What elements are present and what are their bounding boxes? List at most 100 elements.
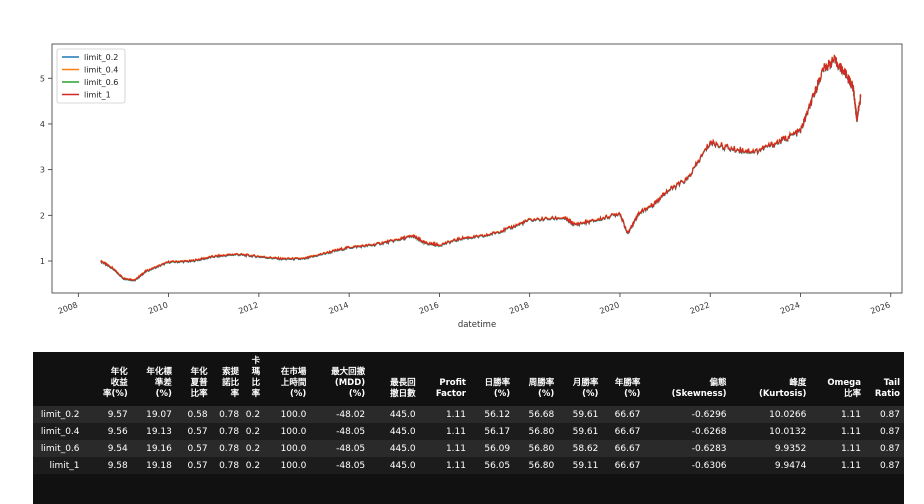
x-tick-label: 2014 (328, 300, 350, 315)
table-cell: 1.11 (810, 423, 865, 440)
table-cell: 100.0 (264, 423, 311, 440)
plot-frame (51, 43, 903, 294)
column-header: 峰度 (Kurtosis) (730, 352, 811, 406)
table-cell: 56.80 (514, 423, 559, 440)
x-tick-label: 2016 (418, 300, 440, 315)
table-cell: 9.56 (85, 423, 132, 440)
table-cell: 56.68 (514, 406, 559, 423)
table-cell: 1.11 (419, 440, 470, 457)
column-header: Omega 比率 (810, 352, 865, 406)
x-tick-label: 2012 (237, 300, 259, 315)
table-cell: 0.57 (175, 457, 212, 474)
table-row: limit_1 9.58 19.18 0.57 0.78 0.2 100.0 -48.05 44… (33, 457, 904, 474)
legend-label: limit_0.6 (84, 78, 118, 87)
performance-stats-table-container: 年化 收益 率(%) 年化標 準差 (%) 年化 夏普 比率 索提 諾比 率卡 瑪 比… (33, 352, 904, 504)
table-cell: 0.87 (865, 423, 904, 440)
table-cell: -0.6268 (644, 423, 731, 440)
x-tick-label: 2008 (57, 300, 79, 315)
column-header: 年勝率 (%) (602, 352, 645, 406)
table-cell: 0.57 (175, 423, 212, 440)
table-cell: 56.80 (514, 457, 559, 474)
x-tick-label: 2022 (689, 300, 711, 315)
legend-box (56, 48, 126, 104)
column-header: 卡 瑪 比 率 (243, 352, 265, 406)
table-cell: 66.67 (602, 440, 645, 457)
table-body: limit_0.2 9.57 19.07 0.58 0.78 0.2 100.0 -48.02… (33, 406, 904, 474)
column-header: Tail Ratio (865, 352, 904, 406)
performance-stats-table: 年化 收益 率(%) 年化標 準差 (%) 年化 夏普 比率 索提 諾比 率卡 瑪 比… (33, 352, 904, 474)
table-cell: -48.05 (310, 457, 370, 474)
table-cell: 0.2 (243, 406, 265, 423)
table-cell: 0.87 (865, 440, 904, 457)
table-cell: 56.17 (470, 423, 515, 440)
table-cell: 0.78 (211, 440, 244, 457)
table-cell: 10.0132 (730, 423, 811, 440)
column-header: 在市場 上時間 (%) (264, 352, 311, 406)
column-header: 年化標 準差 (%) (131, 352, 176, 406)
column-header: 月勝率 (%) (558, 352, 603, 406)
legend-label: limit_0.4 (84, 66, 118, 75)
legend-label: limit_0.2 (84, 53, 118, 62)
column-header: 索提 諾比 率 (211, 352, 244, 406)
x-tick-label: 2018 (508, 300, 530, 315)
table-cell: 0.87 (865, 406, 904, 423)
table-cell: 0.57 (175, 440, 212, 457)
series-line-limit_0.2 (100, 55, 862, 282)
column-header: 周勝率 (%) (514, 352, 559, 406)
x-tick-label: 2024 (779, 300, 801, 315)
y-tick-label: 2 (40, 211, 45, 220)
table-cell: 10.0266 (730, 406, 811, 423)
y-tick-label: 1 (40, 257, 45, 266)
x-tick-label: 2026 (869, 300, 891, 315)
row-index-cell: limit_0.6 (33, 440, 86, 457)
column-header: 最大回撤 (MDD) (%) (310, 352, 370, 406)
table-cell: 59.11 (558, 457, 603, 474)
table-cell: -0.6283 (644, 440, 731, 457)
row-index-cell: limit_0.4 (33, 423, 86, 440)
table-cell: 1.11 (810, 457, 865, 474)
series-line-limit_0.4 (100, 54, 862, 281)
column-header: 最長回 撤日數 (369, 352, 420, 406)
row-index-cell: limit_1 (33, 457, 86, 474)
table-header-row: 年化 收益 率(%) 年化標 準差 (%) 年化 夏普 比率 索提 諾比 率卡 瑪 比… (33, 352, 904, 406)
table-cell: 0.58 (175, 406, 212, 423)
table-cell: 59.61 (558, 423, 603, 440)
table-cell: 100.0 (264, 457, 311, 474)
table-cell: 66.67 (602, 423, 645, 440)
table-cell: -0.6306 (644, 457, 731, 474)
table-row: limit_0.4 9.56 19.13 0.57 0.78 0.2 100.0 -48.05… (33, 423, 904, 440)
table-cell: 1.11 (419, 423, 470, 440)
table-cell: 66.67 (602, 457, 645, 474)
column-header: 年化 夏普 比率 (175, 352, 212, 406)
table-cell: 1.11 (810, 406, 865, 423)
table-cell: 19.18 (131, 457, 176, 474)
series-line-limit_0.6 (100, 55, 862, 282)
table-cell: 56.05 (470, 457, 515, 474)
table-cell: 1.11 (419, 457, 470, 474)
table-cell: -48.02 (310, 406, 370, 423)
table-cell: 0.78 (211, 457, 244, 474)
table-cell: 445.0 (369, 440, 420, 457)
legend-label: limit_1 (84, 91, 111, 100)
table-cell: 100.0 (264, 406, 311, 423)
y-tick-label: 5 (40, 74, 45, 83)
table-cell: 56.80 (514, 440, 559, 457)
table-cell: 58.62 (558, 440, 603, 457)
table-cell: -48.05 (310, 440, 370, 457)
column-header: 偏態 (Skewness) (644, 352, 731, 406)
table-row: limit_0.6 9.54 19.16 0.57 0.78 0.2 100.0 -48.05… (33, 440, 904, 457)
table-cell: 66.67 (602, 406, 645, 423)
column-header: 年化 收益 率(%) (85, 352, 132, 406)
table-cell: -0.6296 (644, 406, 731, 423)
table-cell: 445.0 (369, 457, 420, 474)
table-cell: 56.09 (470, 440, 515, 457)
column-header (33, 352, 86, 406)
chart-svg: 1 2 3 4 5 2008 2010 2012 2014 2016 2018 2020 2022 202… (40, 43, 903, 330)
table-cell: 9.57 (85, 406, 132, 423)
table-cell: 0.87 (865, 457, 904, 474)
table-cell: 56.12 (470, 406, 515, 423)
column-header: 日勝率 (%) (470, 352, 515, 406)
table-cell: 445.0 (369, 406, 420, 423)
row-index-cell: limit_0.2 (33, 406, 86, 423)
series-line-limit_1 (100, 54, 862, 282)
